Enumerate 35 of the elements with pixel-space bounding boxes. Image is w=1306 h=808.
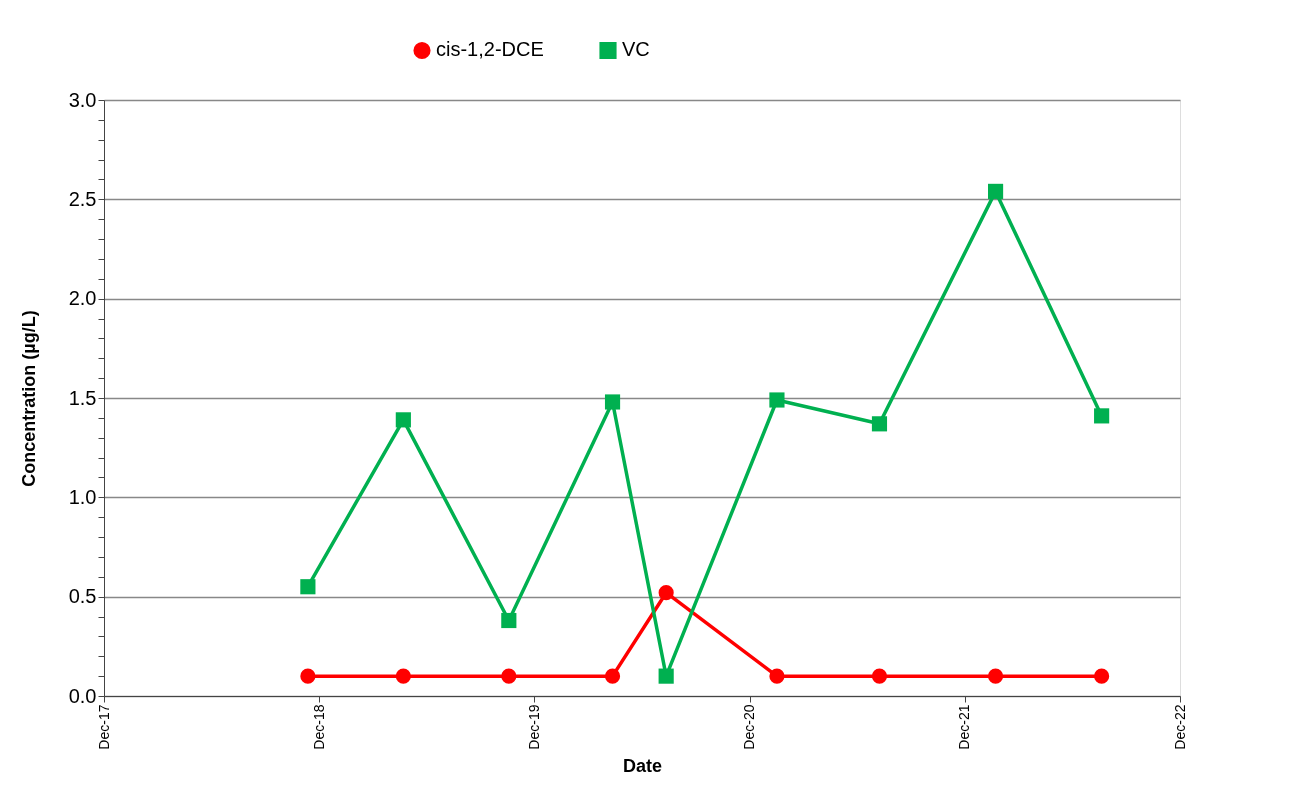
point (987, 183, 1004, 199)
x-tick-label: Dec-20 (741, 704, 758, 750)
point (769, 392, 785, 408)
y-tick-label: 0.5 (68, 585, 97, 608)
point (871, 416, 888, 432)
point (987, 668, 1004, 684)
x-tick-label: Dec-22 (1171, 704, 1188, 750)
point (501, 612, 517, 629)
y-tick-label: 2.5 (68, 187, 97, 210)
y-tick-label: 2.0 (68, 287, 97, 310)
point (395, 668, 411, 684)
point (604, 668, 621, 684)
y-tick-label: 1.0 (68, 485, 97, 508)
legend-label: VC (622, 38, 650, 61)
point (300, 579, 316, 595)
point (501, 668, 517, 684)
point (1094, 668, 1110, 684)
x-axis-title: Date (622, 755, 663, 776)
y-axis-title: Concentration (µg/L) (18, 310, 39, 487)
text: 0.0 (68, 684, 97, 707)
legend-label: cis-1,2-DCE (436, 38, 544, 61)
point (658, 585, 674, 601)
y-tick-label: 1.5 (68, 386, 97, 409)
x-tick-label: Dec-21 (956, 704, 973, 750)
x-tick-label: Dec-18 (310, 704, 327, 750)
x-tick-label: Dec-17 (95, 704, 112, 750)
point (871, 668, 888, 684)
point (769, 668, 785, 684)
point (1094, 408, 1110, 424)
point (658, 668, 674, 684)
point (604, 394, 621, 410)
y-tick-label: 3.0 (68, 88, 97, 111)
point (395, 412, 411, 428)
point (300, 668, 316, 684)
x-tick-label: Dec-19 (525, 704, 542, 750)
